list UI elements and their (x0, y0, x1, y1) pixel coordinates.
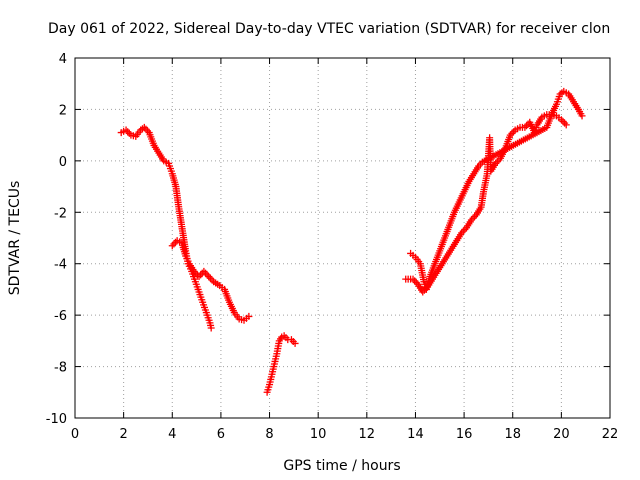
y-axis-label: SDTVAR / TECUs (7, 181, 23, 296)
y-tick-label: 0 (59, 155, 67, 170)
data-point (523, 122, 531, 130)
x-tick-label: 12 (359, 427, 376, 442)
data-point (206, 274, 214, 282)
series-arc-2 (168, 237, 253, 324)
grid (75, 58, 610, 418)
series-arc-4 (402, 111, 570, 296)
y-tick-label: -4 (54, 258, 67, 273)
x-tick-label: 18 (504, 427, 521, 442)
x-tick-label: 20 (553, 427, 570, 442)
x-axis-label: GPS time / hours (283, 458, 400, 474)
data-point (245, 312, 253, 320)
data-point (291, 339, 299, 347)
y-tick-label: -6 (54, 309, 67, 324)
data-point (562, 121, 570, 129)
data-point (202, 269, 210, 277)
y-tick-label: -10 (46, 412, 67, 427)
x-tick-label: 4 (168, 427, 176, 442)
x-tick-label: 14 (407, 427, 424, 442)
x-tick-label: 8 (265, 427, 273, 442)
data-point (124, 128, 132, 136)
x-tick-label: 2 (119, 427, 127, 442)
chart-title: Day 061 of 2022, Sidereal Day-to-day VTE… (48, 21, 610, 37)
data-point (197, 271, 205, 279)
x-tick-label: 0 (71, 427, 79, 442)
axis-ticks: 0 2 4 6 8 10 12 14 16 18 20 22 -10 -8 -6 -4 -2 0 2 4 (46, 52, 619, 442)
data-point (411, 277, 419, 285)
data-point (142, 125, 150, 133)
y-tick-label: 4 (59, 52, 67, 67)
data-point (207, 324, 215, 332)
data-point (203, 271, 211, 279)
y-tick-label: -2 (54, 206, 67, 221)
data-point (200, 267, 208, 275)
x-tick-label: 22 (602, 427, 619, 442)
x-tick-label: 10 (310, 427, 327, 442)
series-arc-5 (407, 87, 586, 293)
data-point (561, 119, 569, 127)
x-tick-label: 16 (456, 427, 473, 442)
series-arc-3 (263, 332, 299, 396)
x-tick-label: 6 (217, 427, 225, 442)
data-point (578, 112, 586, 120)
y-tick-label: 2 (59, 103, 67, 118)
data-point (168, 242, 176, 250)
data-points (117, 87, 586, 396)
y-tick-label: -8 (54, 361, 67, 376)
data-point (559, 117, 567, 125)
data-point (205, 273, 213, 281)
series-arc-1 (117, 123, 215, 332)
plot-frame (74, 57, 611, 419)
